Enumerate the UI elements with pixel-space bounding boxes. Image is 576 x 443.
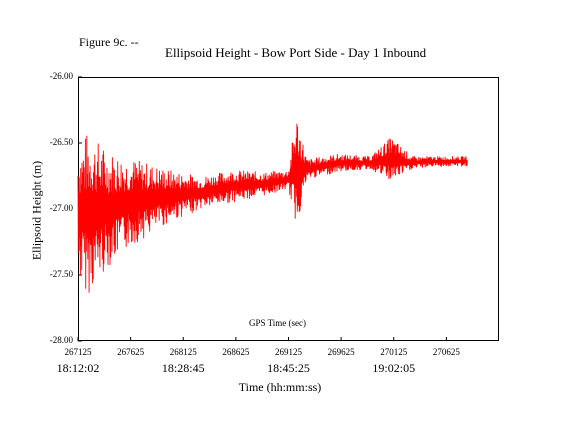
y-tick-label: -27.50 bbox=[49, 269, 73, 279]
chart-title: Ellipsoid Height - Bow Port Side - Day 1… bbox=[165, 45, 427, 60]
y-tick-label: -26.50 bbox=[49, 137, 73, 147]
time-label: 18:12:02 bbox=[56, 361, 100, 375]
time-label: 18:28:45 bbox=[161, 361, 205, 375]
x-tick-label: 270125 bbox=[380, 347, 408, 357]
x-tick-label: 268125 bbox=[169, 347, 197, 357]
time-label: 19:02:05 bbox=[372, 361, 416, 375]
series-line bbox=[77, 123, 468, 293]
x-tick-label: 267625 bbox=[117, 347, 145, 357]
y-axis-label: Ellipsoid Height (m) bbox=[29, 160, 44, 261]
y-tick-label: -27.00 bbox=[49, 203, 73, 213]
x-axis-label: Time (hh:mm:ss) bbox=[238, 380, 322, 394]
x-tick-label: 268625 bbox=[222, 347, 250, 357]
time-label: 18:45:25 bbox=[267, 361, 310, 375]
x-tick-label: 269625 bbox=[327, 347, 355, 357]
x-tick-label: 267125 bbox=[64, 347, 92, 357]
x-tick-label: 269125 bbox=[275, 347, 302, 357]
figure-label: Figure 9c. -- bbox=[79, 35, 139, 49]
x-tick-label: 270625 bbox=[432, 347, 460, 357]
x-axis-inner-label: GPS Time (sec) bbox=[249, 318, 307, 328]
y-tick-label: -28.00 bbox=[49, 335, 73, 345]
y-tick-label: -26.00 bbox=[49, 71, 73, 81]
